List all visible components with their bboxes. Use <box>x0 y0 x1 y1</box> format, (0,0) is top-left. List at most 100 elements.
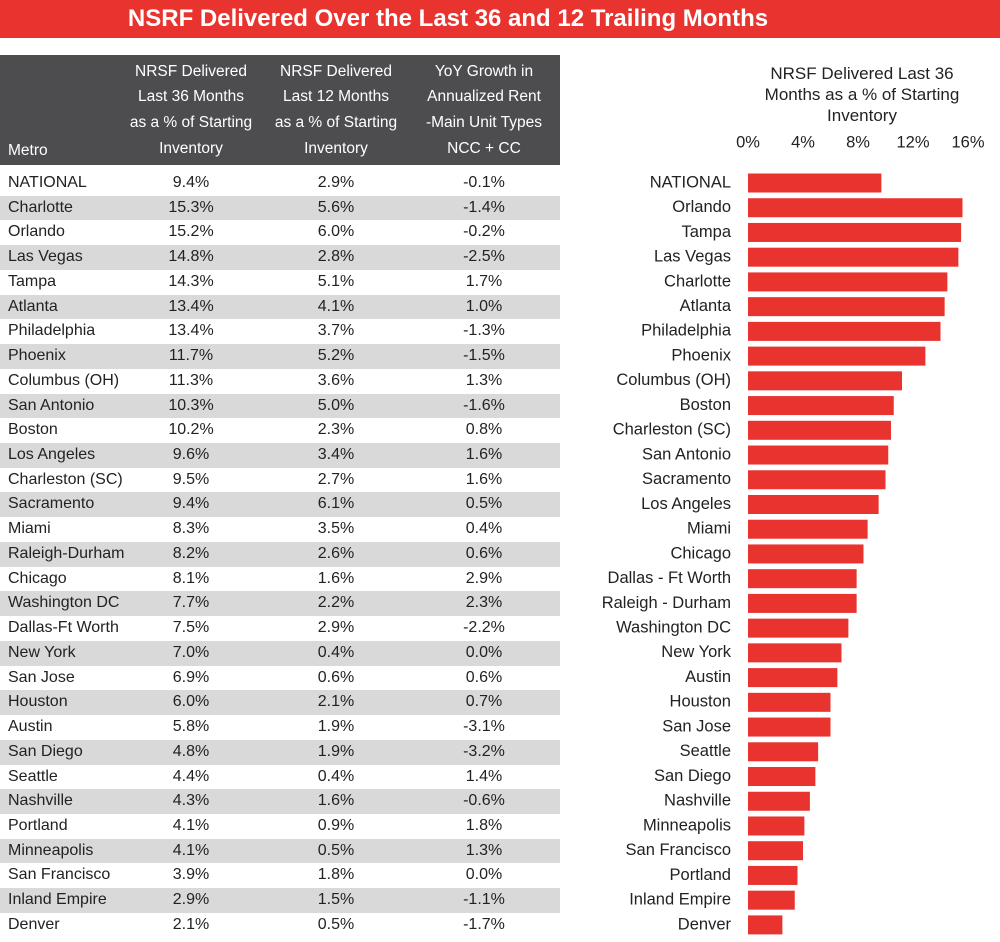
table-cell: Raleigh-Durham <box>8 544 125 562</box>
table-row: San Antonio 10.3% 5.0% -1.6% <box>0 393 560 419</box>
bar <box>748 915 783 935</box>
table-cell: 0.4% <box>317 643 355 661</box>
category-label: Dallas - Ft Worth <box>608 569 731 587</box>
table-cell: Boston <box>8 421 58 439</box>
table-row: Austin 5.8% 1.9% -3.1% <box>0 715 560 740</box>
table-cell: 0.6% <box>317 668 355 686</box>
category-label: NATIONAL <box>650 173 731 191</box>
table-cell: 0.0% <box>465 643 503 661</box>
table-cell: 7.5% <box>172 619 210 637</box>
bar <box>748 470 886 490</box>
category-label: Washington DC <box>616 618 731 636</box>
bar <box>748 420 891 440</box>
table-cell: 1.5% <box>317 891 355 909</box>
table-cell: 0.5% <box>317 841 355 859</box>
table-cell: 1.6% <box>465 470 503 488</box>
table-cell: 9.4% <box>172 174 210 191</box>
table-cell: 9.6% <box>172 446 210 464</box>
table-row: Philadelphia 13.4% 3.7% -1.3% <box>0 319 560 345</box>
table-row: San Francisco 3.9% 1.8% 0.0% <box>0 863 560 889</box>
table-row: Inland Empire 2.9% 1.5% -1.1% <box>0 888 560 913</box>
table-cell: 8.1% <box>172 569 210 587</box>
table-row: Boston 10.2% 2.3% 0.8% <box>0 418 560 444</box>
category-label: Los Angeles <box>641 495 731 513</box>
table-cell: 2.9% <box>317 619 355 637</box>
bar <box>748 569 857 589</box>
table-cell: 8.3% <box>172 520 210 538</box>
category-label: Nashville <box>664 792 731 810</box>
table-cell: 2.8% <box>317 248 355 266</box>
bar <box>748 346 926 366</box>
bar <box>748 297 945 317</box>
table-cell: 13.4% <box>168 297 214 315</box>
table-row: Phoenix 11.7% 5.2% -1.5% <box>0 344 560 369</box>
table-cell: Sacramento <box>8 495 95 513</box>
header-text: Inventory <box>159 140 223 157</box>
table-row: New York 7.0% 0.4% 0.0% <box>0 640 560 666</box>
table-cell: 9.4% <box>172 495 210 513</box>
table-cell: 1.8% <box>465 816 503 834</box>
table-cell: 2.3% <box>317 421 355 439</box>
table-cell: San Jose <box>8 668 75 686</box>
category-label: San Jose <box>662 717 731 735</box>
table-cell: 11.7% <box>168 347 214 365</box>
table-row: San Diego 4.8% 1.9% -3.2% <box>0 739 560 765</box>
table-cell: 4.1% <box>172 816 210 834</box>
bar <box>748 544 864 564</box>
category-label: Inland Empire <box>629 891 731 909</box>
table-row: Chicago 8.1% 1.6% 2.9% <box>0 566 560 592</box>
category-label: Sacramento <box>642 470 731 488</box>
table-cell: Inland Empire <box>8 891 107 909</box>
table-cell: Portland <box>8 816 68 834</box>
category-label: Seattle <box>680 742 731 760</box>
table-cell: Washington DC <box>8 594 120 612</box>
table-cell: Seattle <box>8 767 58 785</box>
table-cell: 3.6% <box>317 371 355 389</box>
table-cell: Los Angeles <box>8 446 96 464</box>
table-cell: Denver <box>8 915 60 933</box>
table-cell: 13.4% <box>168 322 214 340</box>
bar <box>748 767 816 787</box>
table-cell: 5.2% <box>317 347 355 365</box>
table-cell: Tampa <box>8 272 57 290</box>
table-row: Minneapolis 4.1% 0.5% 1.3% <box>0 838 560 864</box>
table-cell: 3.4% <box>317 446 355 464</box>
bar <box>748 321 941 341</box>
table-cell: 0.5% <box>465 495 503 513</box>
table-cell: 6.1% <box>317 495 355 513</box>
table-cell: 10.2% <box>168 421 214 439</box>
bar <box>748 593 857 613</box>
table-cell: San Francisco <box>8 866 111 884</box>
table-cell: 8.2% <box>172 544 210 562</box>
header-text: NRSF Delivered <box>280 63 392 80</box>
table-row: San Jose 6.9% 0.6% 0.6% <box>0 665 560 691</box>
table-cell: 4.8% <box>172 742 210 760</box>
header-text: NRSF Delivered <box>135 63 247 80</box>
table-cell: 7.7% <box>172 594 210 612</box>
table-cell: -1.1% <box>463 891 505 909</box>
x-tick-label: 16% <box>951 133 984 151</box>
table-cell: NATIONAL <box>8 174 87 191</box>
table-row: Portland 4.1% 0.9% 1.8% <box>0 813 560 839</box>
table-cell: Las Vegas <box>8 248 83 266</box>
bar <box>748 198 963 218</box>
table-cell: Charlotte <box>8 198 73 216</box>
table-cell: 2.7% <box>317 470 355 488</box>
table-cell: 0.4% <box>465 520 503 538</box>
bar <box>748 791 810 811</box>
table-cell: 3.5% <box>317 520 355 538</box>
table-cell: 7.0% <box>172 643 210 661</box>
table-cell: 14.8% <box>168 248 214 266</box>
table-cell: Atlanta <box>8 297 58 315</box>
table-row: Denver 2.1% 0.5% -1.7% <box>0 912 560 938</box>
table-cell: 5.1% <box>317 272 355 290</box>
table-cell: 3.9% <box>172 866 210 884</box>
category-label: Chicago <box>670 544 731 562</box>
table-cell: 1.8% <box>317 866 355 884</box>
table-cell: 9.5% <box>172 470 210 488</box>
category-label: Houston <box>670 693 731 711</box>
bar <box>748 692 831 712</box>
table-cell: 2.9% <box>317 174 355 191</box>
table-cell: Orlando <box>8 223 65 241</box>
category-label: San Francisco <box>626 841 731 859</box>
